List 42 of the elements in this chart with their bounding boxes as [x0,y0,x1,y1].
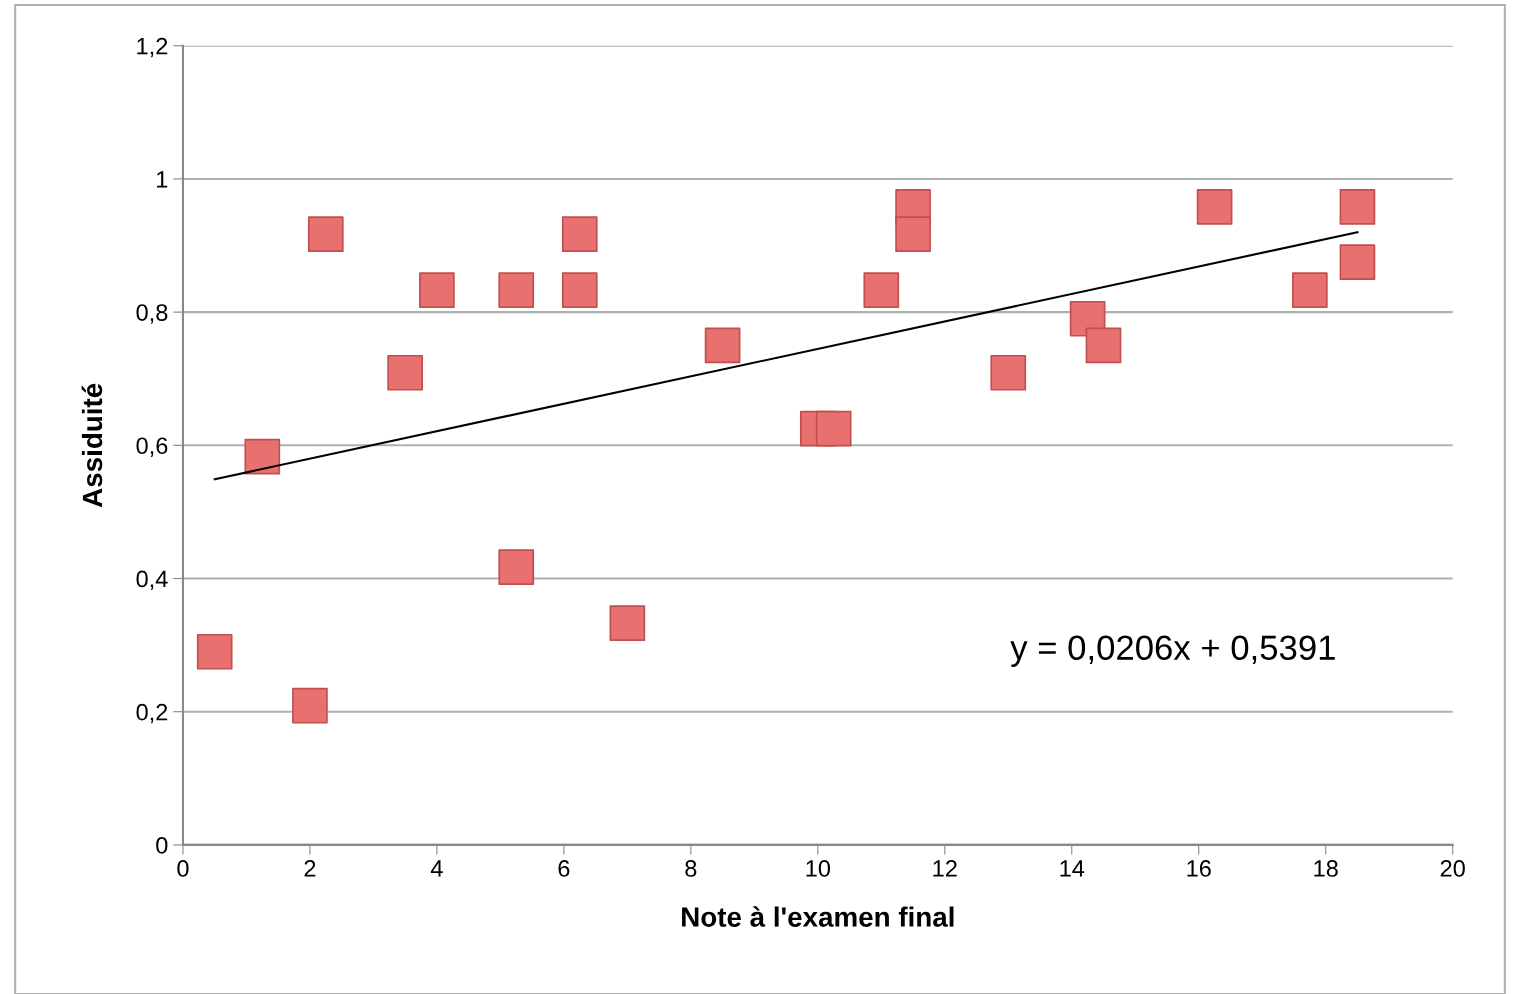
y-tick-label: 0,4 [136,570,168,591]
point [1339,189,1376,225]
point [292,687,328,724]
point [1085,327,1122,364]
point [1291,272,1328,308]
y-tick-label: 0,8 [136,304,168,324]
point [419,272,455,308]
point [561,272,598,308]
point [307,216,344,253]
x-tick-label: 8 [685,860,697,877]
point [863,272,900,308]
point [498,549,535,586]
point [561,216,598,253]
x-tick-label: 16 [1187,860,1211,877]
x-tick-label: 12 [933,860,957,877]
point [895,216,931,253]
x-tick-label: 20 [1440,860,1465,877]
x-tick-label: 4 [430,860,443,877]
point [1196,189,1233,225]
y-tick-label: 0 [156,836,168,854]
y-tick-label: 0,2 [136,703,168,724]
point [1339,244,1376,281]
y-tick-label: 1 [157,171,168,188]
x-tick-label: 14 [1060,860,1085,877]
point [609,605,646,641]
point [196,633,233,670]
y-axis-title: Assiduité [81,383,103,508]
point [990,354,1027,391]
x-tick-label: 0 [177,860,189,877]
point [244,438,281,475]
point [815,410,852,447]
y-tick-label: 1,2 [137,37,168,58]
point [498,272,535,308]
x-tick-label: 6 [558,860,570,877]
annotation: y = 0,0206x + 0,5391 [1010,635,1335,667]
x-tick-label: 2 [304,860,316,877]
y-tick-label: 0,6 [136,437,168,457]
point [704,327,741,364]
x-axis-title: Note à l'examen final [682,906,954,927]
point [387,354,423,391]
x-tick-label: 10 [806,860,831,877]
x-tick-label: 18 [1314,860,1338,877]
